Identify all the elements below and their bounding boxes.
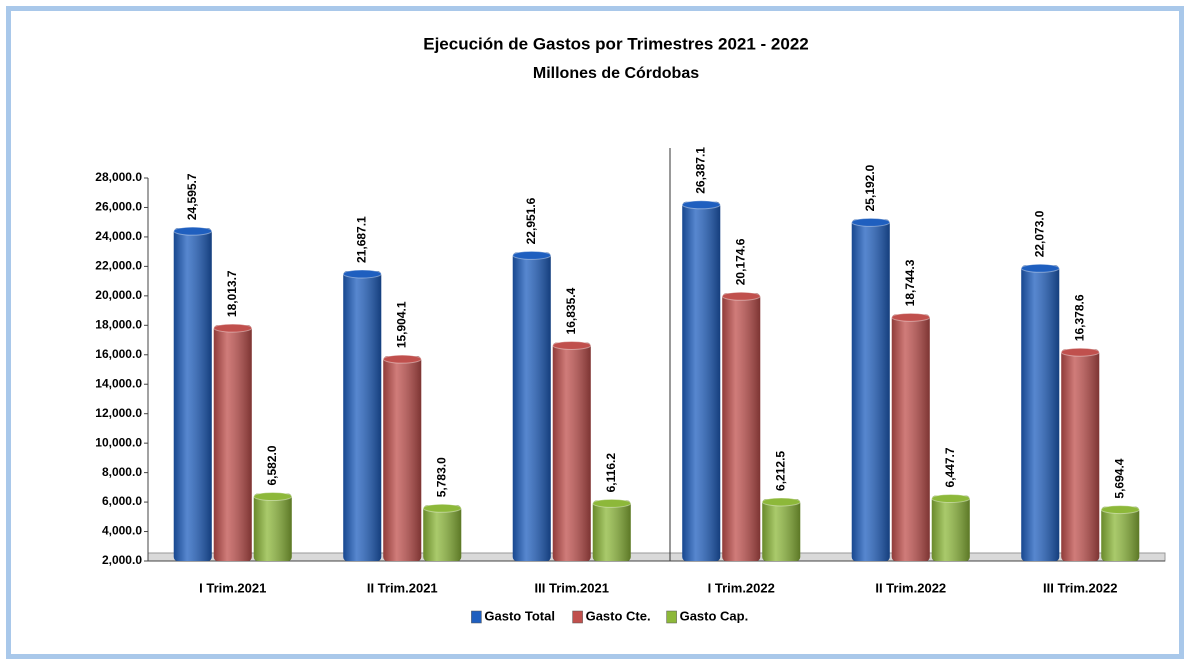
value-label: 18,744.3 xyxy=(903,259,917,306)
bar-top xyxy=(761,497,801,507)
bar-top xyxy=(512,250,552,260)
x-tick-label: II Trim.2022 xyxy=(875,580,946,595)
x-tick-label: III Trim.2021 xyxy=(535,580,609,595)
bar-shade xyxy=(682,201,721,561)
legend-label: Gasto Cte. xyxy=(586,608,651,623)
value-label: 16,378.6 xyxy=(1072,294,1086,341)
bar-top xyxy=(592,498,632,508)
bar-top xyxy=(552,340,592,350)
bar-shade xyxy=(722,293,761,561)
x-tick-label: III Trim.2022 xyxy=(1043,580,1117,595)
value-label: 6,212.5 xyxy=(773,451,787,491)
bar-shade xyxy=(1101,506,1140,561)
y-tick-label: 16,000.0 xyxy=(95,347,142,361)
value-label: 5,694.4 xyxy=(1112,458,1126,498)
bar-top xyxy=(681,200,721,210)
value-label: 20,174.6 xyxy=(733,238,747,285)
value-label: 16,835.4 xyxy=(564,287,578,334)
value-label: 18,013.7 xyxy=(225,270,239,317)
bar-top xyxy=(213,323,253,333)
value-label: 6,447.7 xyxy=(943,447,957,487)
bar-top xyxy=(382,354,422,364)
chart-title: Ejecución de Gastos por Trimestres 2021 … xyxy=(423,34,809,53)
bar-top xyxy=(342,269,382,279)
y-tick-label: 10,000.0 xyxy=(95,435,142,449)
legend-label: Gasto Total xyxy=(484,608,555,623)
bar-top xyxy=(253,492,293,502)
chart-subtitle: Millones de Córdobas xyxy=(533,65,699,82)
value-label: 25,192.0 xyxy=(863,164,877,211)
value-label: 6,582.0 xyxy=(265,445,279,485)
bar-top xyxy=(173,226,213,236)
y-tick-label: 28,000.0 xyxy=(95,170,142,184)
bar-shade xyxy=(173,228,212,562)
bar-top xyxy=(931,493,971,503)
bar-shade xyxy=(512,252,551,561)
legend-swatch xyxy=(572,610,583,624)
bar-shade xyxy=(552,342,591,561)
bar-shade xyxy=(851,219,890,561)
y-tick-label: 8,000.0 xyxy=(102,465,142,479)
y-tick-label: 22,000.0 xyxy=(95,259,142,273)
bar-top xyxy=(1020,263,1060,273)
floor xyxy=(147,552,1166,562)
y-tick-label: 12,000.0 xyxy=(95,406,142,420)
y-tick-label: 6,000.0 xyxy=(102,494,142,508)
bar-shade xyxy=(891,314,930,561)
bar-top xyxy=(1100,505,1140,515)
bar-shade xyxy=(423,505,462,561)
y-tick-label: 20,000.0 xyxy=(95,288,142,302)
x-tick-label: I Trim.2022 xyxy=(708,580,775,595)
legend-swatch xyxy=(471,610,482,624)
y-tick-label: 4,000.0 xyxy=(102,524,142,538)
value-label: 6,116.2 xyxy=(604,453,618,493)
x-tick-label: I Trim.2021 xyxy=(199,580,266,595)
frame xyxy=(6,6,1184,659)
legend-label: Gasto Cap. xyxy=(680,608,749,623)
value-label: 5,783.0 xyxy=(434,457,448,497)
bar-top xyxy=(1060,347,1100,357)
bar-shade xyxy=(762,498,801,561)
value-label: 21,687.1 xyxy=(354,216,368,263)
value-label: 24,595.7 xyxy=(185,173,199,220)
y-tick-label: 24,000.0 xyxy=(95,229,142,243)
value-label: 26,387.1 xyxy=(693,147,707,194)
bar-shade xyxy=(253,493,292,561)
bar-shade xyxy=(592,500,631,561)
bar-top xyxy=(851,217,891,227)
value-label: 22,951.6 xyxy=(524,197,538,244)
y-tick-label: 2,000.0 xyxy=(102,553,142,567)
legend-swatch xyxy=(666,610,677,624)
x-tick-label: II Trim.2021 xyxy=(367,580,438,595)
bar-top xyxy=(721,291,761,301)
bar-shade xyxy=(383,356,422,561)
y-tick-label: 14,000.0 xyxy=(95,376,142,390)
value-label: 22,073.0 xyxy=(1032,210,1046,257)
y-tick-label: 18,000.0 xyxy=(95,317,142,331)
bar-top xyxy=(891,312,931,322)
bar-shade xyxy=(1061,349,1100,561)
bar-top xyxy=(422,503,462,513)
bar-shade xyxy=(931,495,970,561)
bar-shade xyxy=(213,325,252,561)
bar-shade xyxy=(343,270,382,561)
value-label: 15,904.1 xyxy=(394,301,408,348)
bar-shade xyxy=(1021,265,1060,561)
y-tick-label: 26,000.0 xyxy=(95,200,142,214)
